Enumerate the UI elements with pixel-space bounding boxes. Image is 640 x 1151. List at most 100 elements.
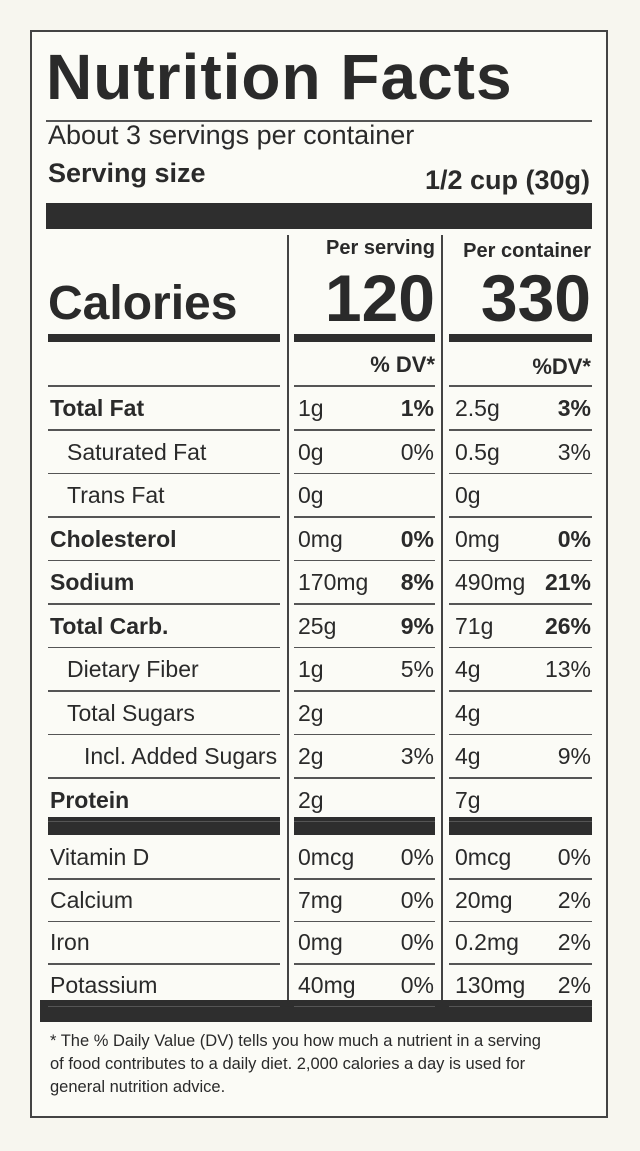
row-rule [294,516,435,518]
daily-value: 0% [400,438,434,465]
calories-value: 330 [480,261,591,335]
row-rule [48,733,280,735]
row-rule [449,559,592,561]
row-rule [48,472,280,474]
amount: 1g [298,656,324,682]
column-header: Per container [463,240,591,262]
nutrient-name: Dietary Fiber [67,656,199,682]
row-rule [449,1005,592,1007]
nutrient-name: Total Fat [50,395,145,421]
row-rule [294,603,435,605]
row-rule [294,690,435,692]
row-rule [48,516,280,518]
row-rule [294,429,435,431]
row-rule [294,646,435,648]
daily-value: 13% [544,656,591,682]
amount: 2g [298,743,324,769]
row-rule [48,1005,280,1007]
amount: 40mg [298,971,356,998]
daily-value: 2% [557,929,591,955]
row-rule [294,820,435,822]
row-rule [48,690,280,692]
row-rule [48,878,280,880]
thick-rule [40,1000,592,1022]
row-rule [48,385,280,387]
row-rule [48,559,280,561]
row-rule [48,963,280,965]
amount: 0g [298,438,324,465]
amount: 20mg [455,886,513,913]
row-rule [48,820,280,822]
amount: 0.5g [455,438,500,465]
nutrient-name: Protein [50,786,130,813]
row-rule [294,920,435,922]
nutrient-name: Total Sugars [67,699,195,726]
row-rule [48,646,280,648]
daily-value: 3% [557,438,591,465]
amount: 0mg [455,525,500,552]
nutrient-name: Trans Fat [67,482,165,508]
amount: 4g [455,743,481,769]
row-rule [294,777,435,779]
calories-label: Calories [48,277,238,330]
thick-rule [46,203,592,229]
daily-value: 0% [400,929,434,955]
row-rule [48,429,280,431]
daily-value: 1% [400,395,434,421]
row-rule [449,516,592,518]
title: Nutrition Facts [46,41,513,113]
row-rule [449,690,592,692]
row-rule [294,963,435,965]
amount: 0mcg [298,844,355,870]
amount: 0mg [298,929,343,955]
daily-value: 3% [400,743,434,769]
row-rule [449,820,592,822]
daily-value: 3% [557,395,591,421]
nutrient-name: Cholesterol [50,525,177,552]
row-rule [449,472,592,474]
daily-value: 0% [400,844,434,870]
row-rule [449,920,592,922]
amount: 2g [298,786,324,813]
amount: 71g [455,612,494,639]
amount: 2g [298,699,324,726]
row-rule [449,385,592,387]
dv-header: %DV* [532,354,591,379]
rule [46,120,592,122]
nutrient-name: Iron [50,929,90,955]
daily-value: 0% [400,525,434,552]
daily-value: 2% [557,971,591,998]
amount: 130mg [455,971,526,998]
daily-value: 0% [400,886,434,913]
amount: 0g [298,482,324,508]
dv-header: % DV* [370,352,435,377]
row-rule [449,963,592,965]
amount: 25g [298,612,337,639]
row-rule [294,559,435,561]
row-rule [449,733,592,735]
amount: 7mg [298,886,343,913]
column-divider [287,235,289,1000]
column-divider [441,235,443,1000]
amount: 0.2mg [455,929,519,955]
row-rule [294,878,435,880]
nutrient-name: Calcium [50,886,134,913]
amount: 0mg [298,525,343,552]
nutrient-name: Sodium [50,569,135,595]
row-rule [449,777,592,779]
row-rule [294,385,435,387]
serving-size-value: 1/2 cup (30g) [424,165,590,195]
amount: 170mg [298,569,369,595]
amount: 490mg [455,569,526,595]
daily-value: 2% [557,886,591,913]
row-rule [48,920,280,922]
nutrient-name: Incl. Added Sugars [84,743,278,769]
amount: 1g [298,395,324,421]
row-rule [449,603,592,605]
column-header: Per serving [326,237,435,259]
footnote: * The % Daily Value (DV) tells you how m… [50,1032,541,1096]
serving-size-label: Serving size [48,158,206,188]
amount: 0mcg [455,844,512,870]
amount: 2.5g [455,395,500,421]
